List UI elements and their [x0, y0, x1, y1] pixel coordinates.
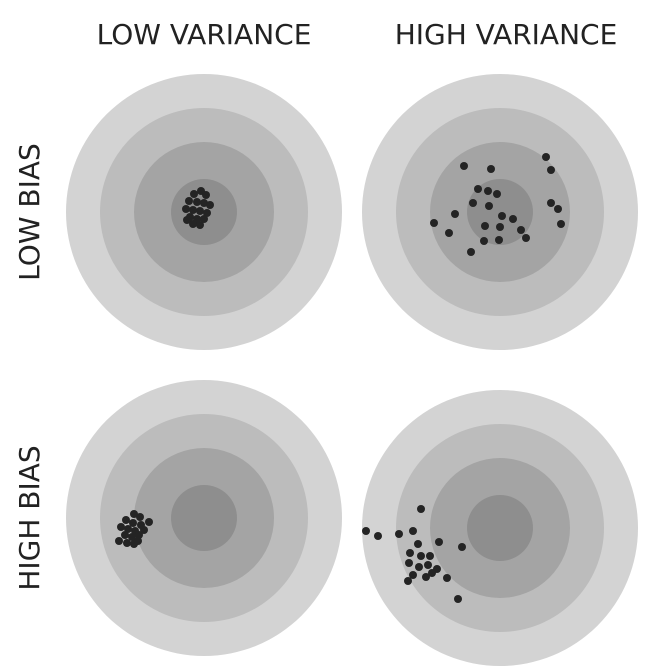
- shot-dot: [517, 226, 525, 234]
- target-low-bias-high-variance: [362, 74, 638, 350]
- shot-dot: [451, 210, 459, 218]
- column-label-high-variance: HIGH VARIANCE: [395, 18, 618, 51]
- shot-dot: [123, 539, 131, 547]
- row-label-high-bias: HIGH BIAS: [13, 445, 46, 590]
- shot-dot: [484, 187, 492, 195]
- shot-dot: [189, 220, 197, 228]
- target-bullseye: [467, 495, 533, 561]
- shot-dot: [474, 185, 482, 193]
- shot-dot: [469, 199, 477, 207]
- shot-dot: [454, 595, 462, 603]
- shot-dot: [189, 206, 197, 214]
- shots-scattered: [362, 505, 466, 603]
- shot-dot: [554, 205, 562, 213]
- shot-dot: [424, 561, 432, 569]
- shot-dot: [130, 510, 138, 518]
- shot-dot: [481, 222, 489, 230]
- shot-dot: [135, 531, 143, 539]
- shot-dot: [203, 209, 211, 217]
- target-high-bias-high-variance: [362, 390, 638, 666]
- shot-dot: [460, 162, 468, 170]
- shot-dot: [395, 530, 403, 538]
- shot-dot: [134, 537, 142, 545]
- shot-dot: [193, 198, 201, 206]
- shot-dot: [557, 220, 565, 228]
- shot-dot: [128, 533, 136, 541]
- shot-dot: [374, 532, 382, 540]
- shot-dot: [445, 229, 453, 237]
- target-low-bias-low-variance: [66, 74, 342, 350]
- shot-dot: [206, 201, 214, 209]
- shot-dot: [498, 212, 506, 220]
- shot-dot: [183, 216, 191, 224]
- shots-cluster: [182, 187, 214, 229]
- shot-dot: [496, 223, 504, 231]
- shot-dot: [493, 190, 501, 198]
- shot-dot: [443, 574, 451, 582]
- shot-dot: [547, 166, 555, 174]
- shot-dot: [422, 573, 430, 581]
- shot-dot: [409, 571, 417, 579]
- shot-dot: [480, 237, 488, 245]
- shot-dot: [547, 199, 555, 207]
- target-high-bias-low-variance: [66, 380, 342, 656]
- shot-dot: [122, 516, 130, 524]
- shot-dot: [124, 525, 132, 533]
- shot-dot: [185, 197, 193, 205]
- shot-dot: [405, 559, 413, 567]
- shot-dot: [129, 519, 137, 527]
- shot-dot: [196, 207, 204, 215]
- shot-dot: [428, 569, 436, 577]
- target-bullseye: [171, 485, 237, 551]
- shot-dot: [509, 215, 517, 223]
- shot-dot: [406, 549, 414, 557]
- shot-dot: [522, 234, 530, 242]
- shot-dot: [196, 221, 204, 229]
- shot-dot: [415, 563, 423, 571]
- shot-dot: [417, 552, 425, 560]
- shot-dot: [487, 165, 495, 173]
- shot-dot: [430, 219, 438, 227]
- shot-dot: [200, 215, 208, 223]
- shot-dot: [117, 523, 125, 531]
- row-label-low-bias: LOW BIAS: [13, 143, 46, 281]
- column-label-low-variance: LOW VARIANCE: [97, 18, 312, 51]
- shot-dot: [495, 236, 503, 244]
- shot-dot: [115, 537, 123, 545]
- shot-dot: [202, 191, 210, 199]
- shot-dot: [145, 518, 153, 526]
- shot-dot: [190, 190, 198, 198]
- shot-dot: [485, 202, 493, 210]
- shot-dot: [458, 543, 466, 551]
- shot-dot: [136, 513, 144, 521]
- shot-dot: [362, 527, 370, 535]
- shot-dot: [182, 205, 190, 213]
- shots-cluster: [115, 510, 153, 548]
- shot-dot: [404, 577, 412, 585]
- shot-dot: [435, 538, 443, 546]
- shot-dot: [467, 248, 475, 256]
- shot-dot: [409, 527, 417, 535]
- shots-scattered: [430, 153, 565, 256]
- shot-dot: [414, 540, 422, 548]
- shot-dot: [140, 526, 148, 534]
- shot-dot: [542, 153, 550, 161]
- shot-dot: [121, 531, 129, 539]
- shot-dot: [426, 552, 434, 560]
- shot-dot: [417, 505, 425, 513]
